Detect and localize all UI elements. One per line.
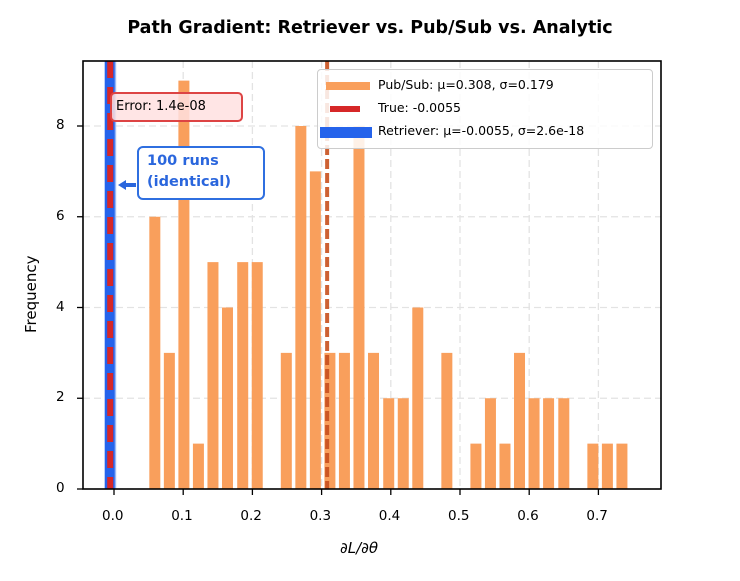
chart-title: Path Gradient: Retriever vs. Pub/Sub vs.…: [127, 18, 613, 38]
histogram-bar: [237, 262, 249, 489]
legend-swatch-dash-icon: [330, 106, 360, 112]
legend-swatch-line-icon: [320, 127, 372, 138]
legend-swatch-bar-icon: [326, 82, 370, 90]
histogram-bar: [616, 443, 628, 489]
histogram-bar: [528, 398, 540, 489]
legend-label: True: -0.0055: [378, 100, 461, 115]
runs-annotation: 100 runs (identical): [137, 146, 265, 200]
histogram-bar: [207, 262, 219, 489]
y-axis-label: Frequency: [22, 255, 40, 334]
histogram-bar: [397, 398, 409, 489]
histogram-bar: [514, 352, 526, 489]
x-tick-label: 0.3: [309, 508, 332, 524]
annotation-arrow-icon: [118, 180, 136, 190]
histogram-bar: [412, 307, 424, 489]
x-tick-label: 0.7: [586, 508, 608, 524]
axes-frame: [82, 60, 662, 490]
histogram-bar: [192, 443, 204, 489]
y-tick-label: 4: [56, 298, 65, 315]
y-tick-label: 6: [56, 207, 65, 224]
histogram-bar: [178, 80, 190, 489]
histogram-bar: [163, 352, 175, 489]
histogram-bar: [587, 443, 599, 489]
histogram-bar: [601, 443, 613, 489]
histogram-bar: [558, 398, 570, 489]
x-tick-label: 0.4: [378, 508, 401, 524]
legend-label: Retriever: μ=-0.0055, σ=2.6e-18: [378, 123, 585, 138]
runs-annotation-line2: (identical): [147, 174, 232, 190]
legend: Pub/Sub: μ=0.308, σ=0.179 True: -0.0055 …: [317, 69, 653, 149]
error-annotation: Error: 1.4e-08: [110, 92, 243, 122]
histogram-bar: [441, 352, 453, 489]
x-tick-label: 0.0: [102, 508, 124, 524]
legend-item-true: True: -0.0055: [318, 99, 652, 119]
histogram-bar: [484, 398, 496, 489]
histogram-bar: [499, 443, 511, 489]
x-tick-label: 0.6: [517, 508, 539, 524]
histogram-bar: [221, 307, 233, 489]
histogram-bar: [383, 398, 395, 489]
histogram-bar: [353, 126, 365, 489]
retriever-line-edge: [114, 61, 117, 489]
histogram-bar: [251, 262, 263, 489]
histogram-bar: [309, 171, 321, 489]
x-tick-label: 0.1: [171, 508, 193, 524]
runs-annotation-line1: 100 runs: [147, 153, 219, 169]
histogram-bar: [295, 126, 307, 489]
legend-item-retriever: Retriever: μ=-0.0055, σ=2.6e-18: [318, 122, 652, 142]
histogram-bar: [470, 443, 482, 489]
histogram-bar: [324, 352, 336, 489]
histogram-bar: [338, 352, 350, 489]
y-tick-label: 0: [56, 480, 65, 496]
y-tick-label: 8: [56, 117, 65, 133]
histogram-bar: [368, 352, 379, 489]
legend-item-pubsub: Pub/Sub: μ=0.308, σ=0.179: [318, 76, 652, 96]
legend-label: Pub/Sub: μ=0.308, σ=0.179: [378, 77, 554, 92]
histogram-bar: [149, 216, 161, 489]
x-axis-label: ∂L/∂θ: [340, 539, 379, 557]
y-tick-label: 2: [56, 389, 65, 406]
histogram-bar: [543, 398, 555, 489]
x-tick-label: 0.5: [448, 508, 470, 524]
x-tick-label: 0.2: [240, 508, 262, 524]
histogram-bar: [280, 352, 292, 489]
